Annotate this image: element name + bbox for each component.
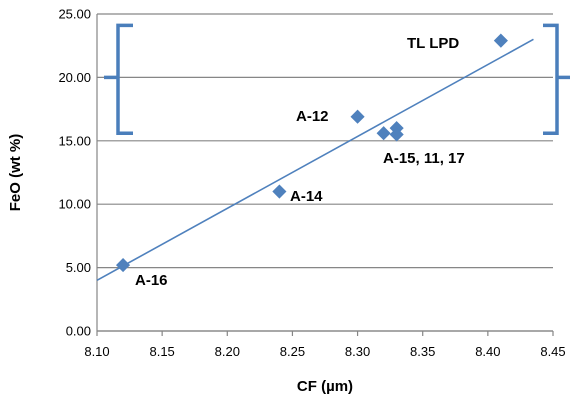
y-tick-label: 25.00	[58, 7, 91, 22]
point-annotations: A-16 A-14 A-12 A-15, 11, 17 TL LPD	[135, 35, 465, 289]
x-tick-label: 8.30	[345, 344, 370, 359]
data-point	[350, 109, 365, 124]
y-tick-labels: 0.00 5.00 10.00 15.00 20.00 25.00	[58, 7, 91, 339]
y-tick-label: 20.00	[58, 70, 91, 85]
x-tick-labels: 8.10 8.15 8.20 8.25 8.30 8.35 8.40 8.45	[84, 344, 565, 359]
data-point	[115, 257, 131, 273]
right-bracket	[543, 23, 559, 135]
x-tick-label: 8.25	[280, 344, 305, 359]
point-label: A-12	[296, 108, 329, 125]
y-axis-title: FeO (wt %)	[7, 134, 24, 212]
data-points	[115, 33, 508, 273]
x-tick-label: 8.45	[540, 344, 565, 359]
range-brackets	[104, 23, 570, 135]
point-label: A-15, 11, 17	[383, 150, 465, 167]
trendline-group	[96, 38, 534, 281]
trendline	[96, 38, 534, 281]
plot-frame	[96, 14, 554, 336]
x-tick-label: 8.15	[149, 344, 174, 359]
data-point	[493, 33, 508, 48]
x-tick-label: 8.20	[215, 344, 240, 359]
x-tick-label: 8.10	[84, 344, 109, 359]
data-point	[272, 184, 287, 199]
x-tick-label: 8.35	[410, 344, 435, 359]
x-tick-label: 8.40	[475, 344, 500, 359]
y-tick-label: 15.00	[58, 133, 91, 148]
data-point	[389, 127, 404, 142]
point-label: A-14	[290, 188, 323, 205]
y-tick-label: 10.00	[58, 197, 91, 212]
data-point	[376, 126, 391, 141]
point-label: A-16	[135, 272, 168, 289]
point-label: TL LPD	[407, 35, 459, 52]
y-tick-label: 0.00	[66, 324, 91, 339]
y-tick-label: 5.00	[66, 260, 91, 275]
left-bracket	[116, 23, 133, 135]
x-axis-title: CF (µm)	[297, 378, 353, 395]
